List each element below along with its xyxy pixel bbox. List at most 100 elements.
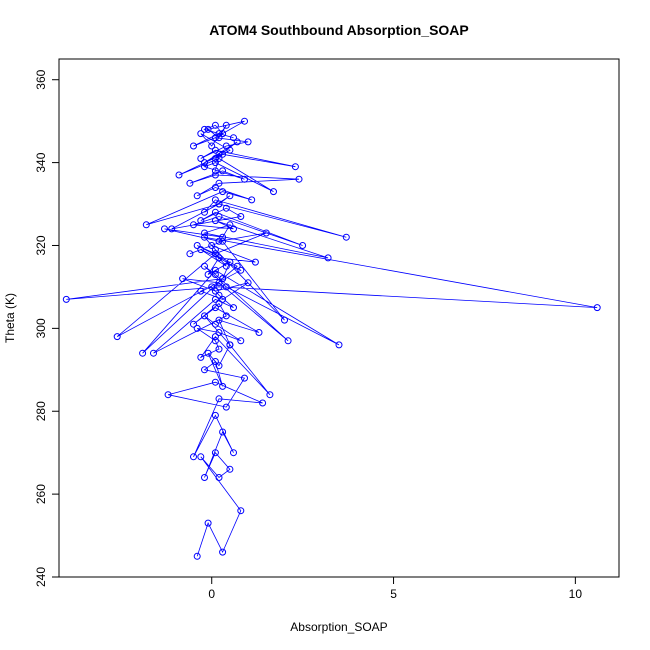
data-point [201, 208, 208, 216]
data-point [230, 225, 237, 233]
data-point [211, 271, 219, 278]
data-point [197, 246, 205, 254]
y-tick-label: 360 [34, 69, 48, 89]
data-point [211, 121, 219, 129]
data-point [248, 196, 256, 204]
data-point [255, 329, 263, 336]
data-point [215, 474, 223, 481]
data-point [226, 258, 234, 266]
data-point [219, 130, 227, 138]
data-point [201, 366, 208, 374]
data-point [211, 246, 219, 254]
data-point [211, 320, 219, 328]
data-point [215, 283, 223, 291]
data-point [211, 146, 219, 154]
data-point [219, 295, 227, 303]
data-point [233, 138, 241, 146]
data-point [168, 225, 176, 233]
data-point [335, 341, 343, 349]
data-point [197, 155, 205, 162]
data-point [241, 374, 248, 382]
data-point [201, 312, 208, 320]
series-lines [66, 120, 598, 557]
data-point [215, 316, 223, 324]
series-line [66, 120, 598, 557]
data-point [201, 159, 208, 167]
data-point [211, 266, 219, 274]
data-point [211, 217, 219, 225]
data-point [211, 184, 219, 191]
data-point [299, 242, 307, 249]
y-axis: 240 260 280 300 320 340 360 [34, 69, 60, 587]
y-tick-label: 320 [34, 235, 48, 255]
data-point [230, 449, 237, 457]
data-point [204, 125, 212, 133]
data-point [251, 258, 259, 266]
data-point [190, 142, 197, 150]
data-point [197, 217, 205, 225]
data-point [215, 130, 223, 138]
chart-title: ATOM4 Southbound Absorption_SOAP [209, 22, 469, 38]
data-point [201, 474, 208, 481]
data-point [201, 233, 208, 241]
data-point [204, 349, 212, 357]
data-point [62, 295, 70, 303]
data-point [211, 159, 219, 167]
data-point [190, 453, 197, 461]
data-point [193, 552, 201, 560]
data-point [161, 225, 168, 233]
data-point [219, 188, 227, 196]
plot-frame [58, 58, 620, 578]
data-point [211, 171, 219, 179]
data-point [215, 213, 223, 220]
data-point [215, 254, 223, 262]
data-point [142, 221, 150, 229]
data-point [186, 250, 194, 258]
data-point [219, 167, 227, 175]
data-point [222, 283, 230, 291]
data-point [215, 150, 223, 158]
data-point [215, 200, 223, 208]
data-point [215, 395, 223, 403]
data-point [211, 196, 219, 204]
data-point [197, 453, 205, 461]
data-point [219, 548, 227, 556]
data-point [204, 271, 212, 278]
data-point [342, 233, 350, 241]
data-point [230, 304, 237, 312]
data-point [211, 295, 219, 303]
data-point [211, 208, 219, 216]
x-axis-label: Absorption_SOAP [290, 620, 387, 634]
data-point [237, 507, 245, 515]
data-point [219, 237, 227, 245]
data-point [244, 279, 252, 287]
data-point [219, 382, 227, 390]
data-point [139, 349, 147, 357]
data-point [219, 275, 227, 283]
data-point [211, 167, 219, 175]
data-point [211, 337, 219, 345]
x-tick-label: 5 [390, 587, 397, 601]
y-tick-label: 240 [34, 567, 48, 587]
data-point [197, 287, 205, 295]
data-point [226, 465, 234, 473]
data-point [211, 449, 219, 457]
data-point [291, 163, 299, 171]
data-point [295, 175, 303, 183]
data-point [226, 221, 234, 229]
data-point [237, 337, 245, 345]
data-point [222, 262, 230, 270]
y-axis-label: Theta (K) [3, 293, 17, 343]
data-point [281, 316, 288, 324]
data-point [208, 283, 216, 291]
data-point [215, 155, 223, 162]
data-point [197, 130, 205, 138]
data-point [324, 254, 332, 262]
data-point [113, 333, 121, 341]
data-point [186, 179, 194, 187]
data-point [215, 179, 223, 187]
data-point [215, 134, 223, 142]
data-point [211, 134, 219, 142]
data-point [211, 155, 219, 162]
